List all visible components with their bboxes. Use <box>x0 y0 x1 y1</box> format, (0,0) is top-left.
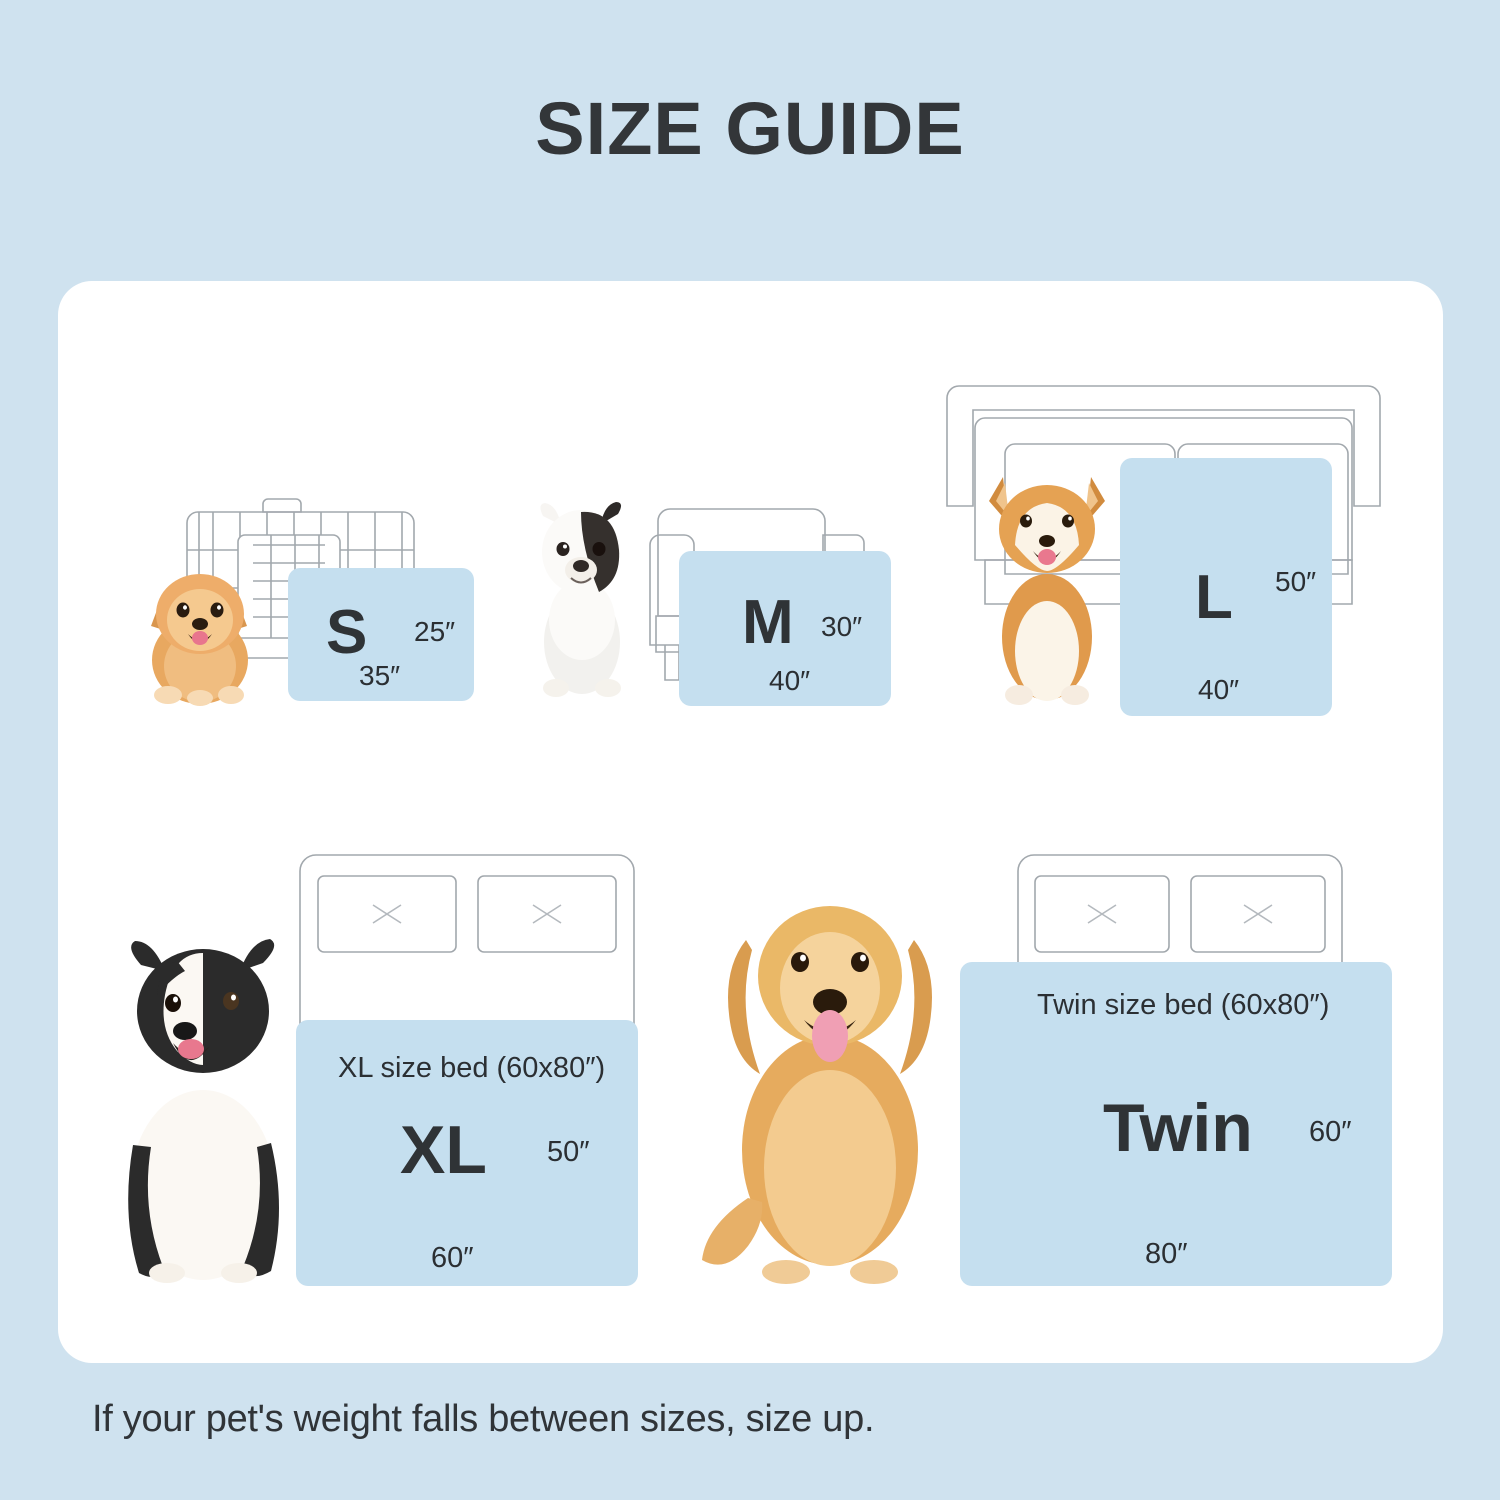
size-height-m: 30″ <box>821 611 863 642</box>
size-caption-xl: XL size bed (60x80″) <box>338 1052 606 1084</box>
size-width-twin: 80″ <box>1145 1238 1188 1270</box>
page-title: SIZE GUIDE <box>535 87 965 170</box>
size-label-l: L <box>1195 563 1233 632</box>
dog-photo-border-collie <box>103 935 303 1285</box>
size-card-m[interactable]: M 30″ 40″ <box>679 551 891 706</box>
size-width-xl: 60″ <box>431 1242 474 1274</box>
dog-photo-golden-retriever <box>700 880 960 1285</box>
size-width-s: 35″ <box>359 660 401 691</box>
footer-note: If your pet's weight falls between sizes… <box>92 1398 875 1440</box>
size-height-s: 25″ <box>414 616 456 647</box>
size-label-xl: XL <box>400 1112 487 1188</box>
sofa-icon <box>945 378 1382 708</box>
size-height-l: 50″ <box>1275 566 1317 597</box>
size-height-xl: 50″ <box>547 1136 590 1168</box>
size-width-l: 40″ <box>1198 674 1240 705</box>
size-card-s[interactable]: S 25″ 35″ <box>288 568 474 701</box>
size-width-m: 40″ <box>769 665 811 696</box>
size-caption-twin: Twin size bed (60x80″) <box>1037 989 1330 1021</box>
dog-photo-shiba-inu <box>983 455 1111 707</box>
size-height-twin: 60″ <box>1309 1116 1352 1148</box>
size-label-m: M <box>742 588 794 657</box>
dog-photo-french-bulldog <box>523 502 641 700</box>
dog-photo-pomeranian <box>138 562 263 707</box>
size-card-xl[interactable]: XL size bed (60x80″) XL 50″ 60″ <box>296 1020 638 1286</box>
size-label-twin: Twin <box>1103 1090 1253 1166</box>
size-card-twin[interactable]: Twin size bed (60x80″) Twin 60″ 80″ <box>960 962 1392 1286</box>
size-card-l[interactable]: L 50″ 40″ <box>1120 458 1332 716</box>
size-label-s: S <box>326 598 368 667</box>
